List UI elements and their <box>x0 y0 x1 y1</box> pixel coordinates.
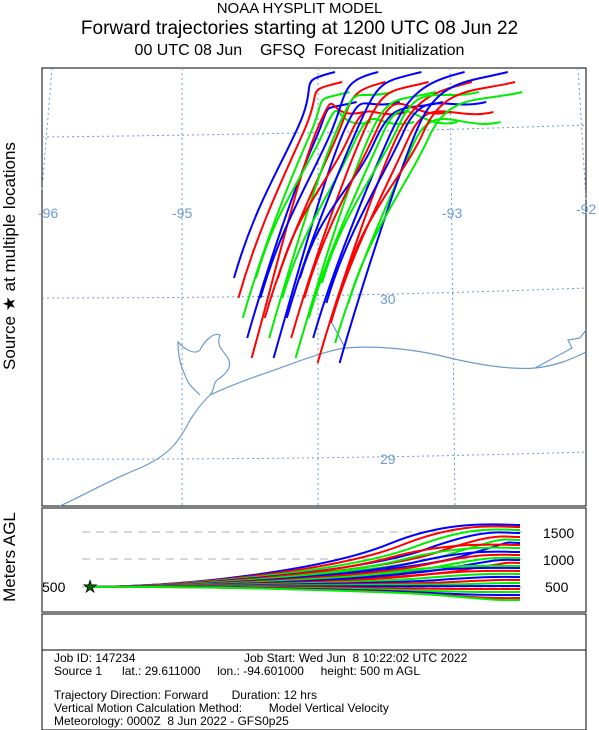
profile-label-500: 500 <box>545 579 569 595</box>
model-title: NOAA HYSPLIT MODEL <box>216 0 383 17</box>
lon-label-96: -96 <box>38 205 58 221</box>
grid-lat-29 <box>41 451 587 460</box>
job-start: Job Start: Wed Jun 8 10:22:02 UTC 2022 <box>244 651 468 665</box>
map-trajectory-line <box>338 71 509 364</box>
map-trajectory-line <box>321 91 480 284</box>
profile-left-label: 500 <box>42 579 66 595</box>
lon-label-95: -95 <box>172 205 192 221</box>
grid-lat-30 <box>41 287 587 299</box>
map-trajectory-line <box>343 81 516 284</box>
profile-trajectory-line <box>89 585 521 602</box>
profile-frame <box>41 507 587 613</box>
profile-trajectories <box>89 523 521 602</box>
map-trajectory-line <box>325 101 487 304</box>
map-trajectory-line <box>233 71 336 279</box>
trajectory-title: Forward trajectories starting at 1200 UT… <box>80 18 519 39</box>
map-trajectory-line <box>299 101 444 279</box>
map-trajectory-line <box>259 71 379 299</box>
grid-lon-93 <box>449 67 456 507</box>
blank-panel-frame <box>41 613 587 651</box>
map-trajectory-line <box>277 110 408 279</box>
lon-label-93: -93 <box>442 205 462 221</box>
map-trajectory-line <box>307 109 458 319</box>
lat-label-30: 30 <box>380 291 396 307</box>
map-trajectory-line <box>347 91 523 304</box>
map-frame <box>41 67 587 507</box>
star-icon: ★ <box>83 579 97 596</box>
lon-label-92: -92 <box>576 201 596 217</box>
vertical-motion: Vertical Motion Calculation Method: Mode… <box>54 701 389 715</box>
profile-label-1500: 1500 <box>543 525 574 541</box>
grid-lon-96 <box>41 67 53 191</box>
meteorology: Meteorology: 0000Z 8 Jun 2022 - GFS0p25 <box>54 714 289 728</box>
map-trajectory-line <box>290 81 429 339</box>
forecast-subtitle: 00 UTC 08 Jun GFSQ Forecast Initializati… <box>134 42 465 59</box>
map-trajectory-line <box>329 110 494 324</box>
job-id: Job ID: 147234 <box>54 651 136 665</box>
map-trajectory-line <box>246 101 357 339</box>
lat-label-29: 29 <box>380 451 396 467</box>
map-trajectory-line <box>268 91 393 339</box>
grid-lon-92 <box>577 67 587 201</box>
map-trajectory-line <box>312 71 465 339</box>
map-trajectories <box>233 71 523 364</box>
grid-lat-31 <box>41 124 587 138</box>
map-grid <box>41 67 587 507</box>
coastline <box>59 319 587 507</box>
profile-label-1000: 1000 <box>543 552 574 568</box>
map-trajectory-line <box>237 81 343 299</box>
map-trajectory-line <box>294 91 437 359</box>
info-frame <box>41 649 587 730</box>
trajectory-direction: Trajectory Direction: Forward Duration: … <box>54 688 317 702</box>
source-info: Source 1 lat.: 29.611000 lon.: -94.60100… <box>54 664 421 678</box>
map-trajectory-line <box>250 102 365 359</box>
map-trajectory-line <box>255 109 372 279</box>
